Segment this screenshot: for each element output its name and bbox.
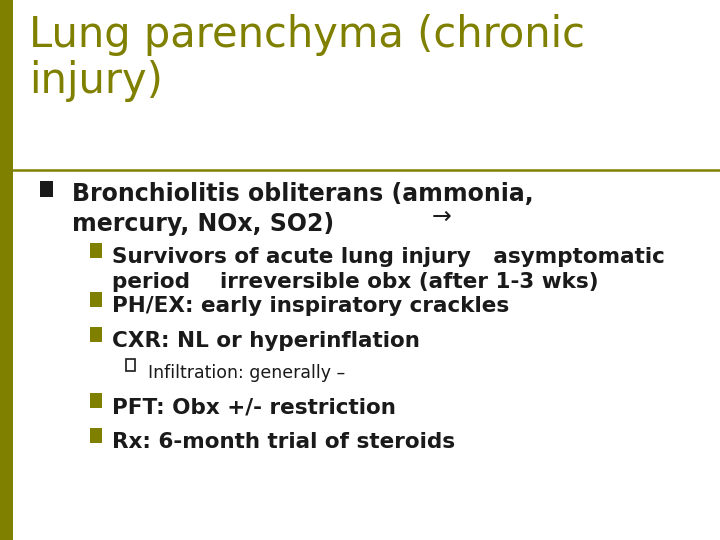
Text: PH/EX: early inspiratory crackles: PH/EX: early inspiratory crackles [112, 296, 509, 316]
Text: Rx: 6-month trial of steroids: Rx: 6-month trial of steroids [112, 432, 455, 452]
Bar [90, 292, 102, 307]
Text: →: → [432, 205, 451, 228]
Bar [90, 428, 102, 443]
Text: Survivors of acute lung injury   asymptomatic
period    irreversible obx (after : Survivors of acute lung injury asymptoma… [112, 247, 665, 292]
Text: Lung parenchyma (chronic
injury): Lung parenchyma (chronic injury) [29, 14, 585, 103]
Bar [90, 393, 102, 408]
Bar [40, 181, 53, 197]
Text: Bronchiolitis obliterans (ammonia,
mercury, NOx, SO2): Bronchiolitis obliterans (ammonia, mercu… [72, 182, 534, 235]
Bar [90, 243, 102, 258]
Text: CXR: NL or hyperinflation: CXR: NL or hyperinflation [112, 331, 420, 351]
Text: PFT: Obx +/- restriction: PFT: Obx +/- restriction [112, 397, 395, 417]
Bar [90, 327, 102, 342]
Bar [126, 359, 135, 371]
Bar [0, 0, 13, 540]
Text: Infiltration: generally –: Infiltration: generally – [148, 364, 345, 382]
